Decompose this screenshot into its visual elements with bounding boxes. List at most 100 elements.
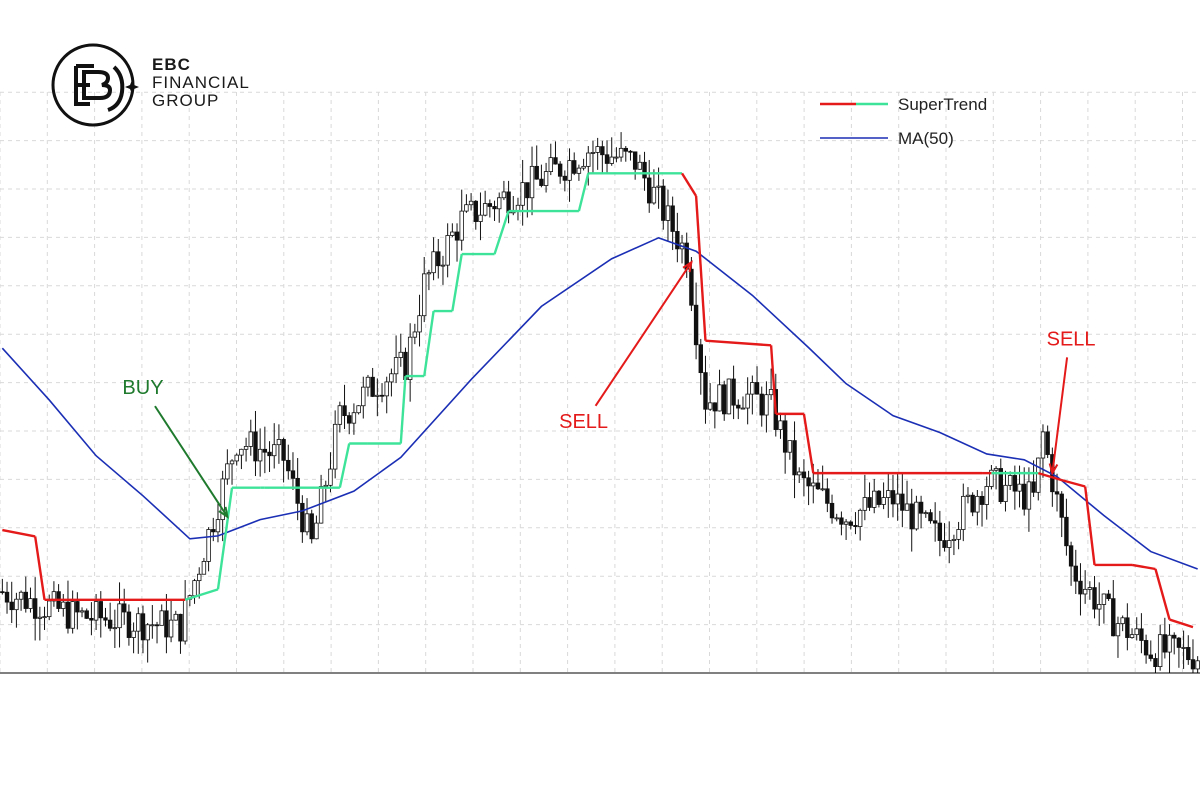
- signal-arrowhead-sell: [1048, 463, 1059, 476]
- candle-body: [900, 493, 905, 511]
- candle-body: [1097, 604, 1102, 610]
- candle-body: [947, 540, 952, 548]
- candle-body: [136, 613, 141, 632]
- candle-body: [609, 156, 614, 164]
- candle-body: [84, 610, 89, 619]
- legend-label: MA(50): [898, 129, 954, 148]
- candle-body: [0, 591, 5, 594]
- candle-body: [9, 601, 14, 611]
- supertrend-segment: [577, 173, 590, 212]
- candle-body: [1012, 475, 1018, 492]
- candle-body: [557, 163, 563, 177]
- candle-body: [1022, 483, 1027, 510]
- candle-body: [473, 200, 478, 222]
- candle-body: [65, 601, 71, 629]
- supertrend-segment: [184, 588, 219, 601]
- candle-body: [848, 521, 853, 526]
- candle-body: [1106, 593, 1111, 600]
- candle-body: [886, 490, 891, 498]
- candle-body: [1129, 634, 1135, 638]
- candle-body: [145, 624, 150, 641]
- candle-body: [979, 495, 985, 505]
- candle-body: [928, 512, 933, 522]
- candle-body: [131, 630, 136, 638]
- candle-body: [736, 404, 741, 409]
- candle-body: [665, 205, 671, 221]
- candle-body: [464, 204, 469, 212]
- candle-body: [534, 165, 539, 180]
- candle-body: [731, 378, 736, 406]
- candle-body: [201, 561, 207, 575]
- candle-body: [890, 490, 896, 505]
- supertrend-segment: [33, 536, 46, 600]
- candle-body: [356, 405, 361, 414]
- candle-body: [1082, 588, 1088, 595]
- brand-logo: EBC FINANCIAL GROUP: [50, 42, 280, 132]
- candle-body: [1007, 475, 1013, 486]
- candle-body: [764, 394, 769, 416]
- supertrend-segment: [1131, 563, 1156, 571]
- candle-body: [1078, 580, 1083, 595]
- candle-body: [309, 513, 314, 540]
- candle-body: [328, 468, 333, 486]
- ebc-logo-icon: [51, 43, 139, 127]
- candle-body: [656, 185, 661, 188]
- candle-body: [1111, 598, 1116, 637]
- legend-label: SuperTrend: [898, 95, 987, 114]
- candle-body: [342, 405, 347, 417]
- supertrend-segment: [338, 443, 351, 488]
- candle-body: [61, 601, 66, 609]
- candle-body: [98, 601, 103, 619]
- candle-body: [487, 203, 493, 207]
- candle-body: [1059, 493, 1064, 518]
- signal-arrowhead-buy: [218, 506, 229, 519]
- candle-body: [825, 488, 830, 504]
- brand-line3: GROUP: [152, 91, 220, 110]
- signal-label-sell: SELL: [559, 411, 608, 433]
- candle-body: [857, 509, 863, 527]
- candle-body: [707, 402, 713, 410]
- candle-body: [572, 160, 577, 174]
- candle-body: [79, 610, 85, 613]
- candle-body: [389, 373, 394, 383]
- candle-body: [632, 151, 638, 170]
- candle-body: [276, 439, 282, 446]
- candle-body: [1031, 481, 1036, 493]
- supertrend-segment: [1154, 568, 1171, 620]
- candle-body: [712, 402, 718, 412]
- candle-body: [1120, 617, 1125, 625]
- candle-body: [70, 601, 75, 629]
- candle-body: [1092, 587, 1097, 610]
- candle-body: [267, 451, 272, 457]
- candle-body: [126, 611, 132, 638]
- candle-body: [520, 182, 525, 206]
- supertrend-segment: [2, 528, 36, 538]
- candle-body: [122, 603, 127, 613]
- candle-body: [225, 463, 230, 480]
- candle-body: [989, 469, 994, 487]
- candle-body: [337, 405, 343, 425]
- candle-body: [754, 382, 760, 395]
- candle-body: [243, 446, 249, 450]
- candle-body: [937, 522, 943, 541]
- candle-body: [876, 490, 882, 505]
- candle-body: [839, 517, 844, 525]
- supertrend-segment: [681, 172, 698, 197]
- signals: BUY SELL SELL: [122, 260, 1096, 519]
- candle-body: [375, 394, 380, 397]
- candle-body: [539, 178, 544, 186]
- candle-body: [651, 186, 657, 204]
- candle-body: [440, 264, 446, 267]
- candle-body: [1176, 637, 1182, 648]
- candle-body: [984, 486, 989, 505]
- candle-body: [32, 598, 38, 619]
- candle-body: [614, 156, 619, 159]
- candle-body: [112, 627, 118, 630]
- candle-body: [197, 573, 202, 582]
- candle-body: [1115, 623, 1121, 637]
- candle-body: [914, 501, 919, 530]
- candle-body: [93, 601, 99, 621]
- candle-body: [782, 420, 788, 453]
- candle-body: [1162, 634, 1168, 653]
